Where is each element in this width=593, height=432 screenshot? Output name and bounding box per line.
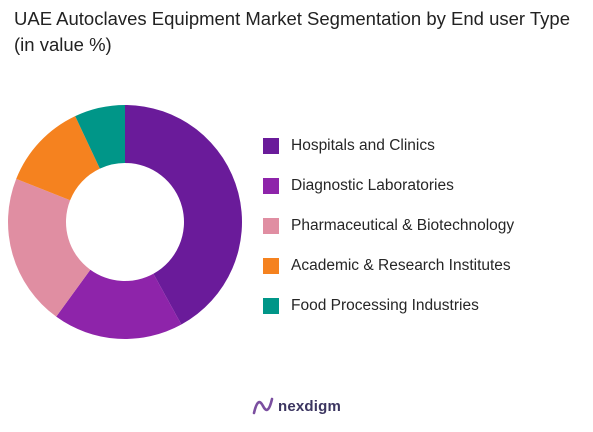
legend-label: Academic & Research Institutes: [291, 257, 511, 274]
donut-slice-4: [16, 116, 100, 201]
legend-item: Diagnostic Laboratories: [263, 166, 514, 206]
legend-label: Hospitals and Clinics: [291, 137, 435, 154]
chart-title: UAE Autoclaves Equipment Market Segmenta…: [14, 8, 570, 55]
legend-label: Diagnostic Laboratories: [291, 177, 454, 194]
brand-name: nexdigm: [277, 397, 342, 415]
legend-swatch: [263, 218, 279, 234]
legend-item: Food Processing Industries: [263, 286, 514, 326]
legend-swatch: [263, 138, 279, 154]
brand-footer: nexdigm: [0, 396, 593, 416]
legend-swatch: [263, 298, 279, 314]
legend-item: Hospitals and Clinics: [263, 126, 514, 166]
legend-label: Pharmaceutical & Biotechnology: [291, 217, 515, 234]
donut-slice-3: [8, 178, 91, 317]
legend-item: Academic & Research Institutes: [263, 246, 514, 286]
legend-swatch: [263, 258, 279, 274]
legend-item: Pharmaceutical & Biotechnology: [263, 206, 514, 246]
donut-slice-2: [56, 269, 182, 339]
legend-swatch: [263, 178, 279, 194]
chart-legend: Hospitals and Clinics Diagnostic Laborato…: [263, 126, 514, 326]
nexdigm-logo-icon: [252, 397, 274, 415]
donut-chart: [8, 105, 242, 339]
legend-label: Food Processing Industries: [291, 297, 479, 314]
donut-slice-5: [75, 105, 125, 169]
donut-slice-1: [125, 105, 242, 325]
